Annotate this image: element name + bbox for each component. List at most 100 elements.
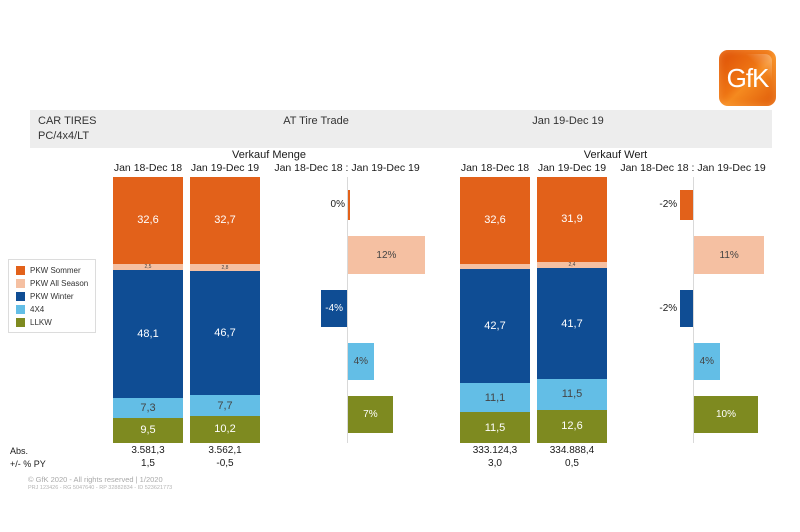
bar-segment-pkw_sommer: 31,9 — [537, 177, 607, 262]
bar-segment-x4x4: 7,3 — [113, 398, 183, 418]
bar-segment-pkw_winter: 41,7 — [537, 268, 607, 379]
segment-value-label: 7,3 — [140, 402, 156, 414]
bar-segment-pkw_winter: 42,7 — [460, 269, 530, 383]
abs-value: 3.581,3 — [131, 445, 165, 456]
report-subtitle: PC/4x4/LT — [38, 130, 90, 142]
segment-value-label: 9,5 — [140, 424, 156, 437]
bar-segment-pkw_all_season — [460, 263, 530, 270]
legend-swatch-pkw-winter — [16, 292, 25, 301]
legend-label: 4X4 — [30, 305, 45, 314]
segment-value-label: 2,8 — [221, 264, 229, 271]
segment-value-label: 32,6 — [484, 214, 506, 227]
copyright-line: © GfK 2020 - All rights reserved | 1/202… — [28, 475, 163, 484]
abs-value: 3.562,1 — [208, 445, 242, 456]
gfk-logo-text: GfK — [726, 62, 770, 93]
diff-column-header: Jan 18-Dec 18 : Jan 19-Dec 19 — [620, 162, 766, 174]
bar-segment-pkw_sommer: 32,6 — [113, 177, 183, 264]
diff-value-label: 10% — [715, 409, 736, 420]
bar-segment-pkw_all_season: 2,8 — [190, 263, 260, 272]
abs-row-label: Abs. — [10, 446, 29, 456]
py-value: 0,5 — [565, 458, 579, 469]
column-header: Jan 18-Dec 18 — [113, 162, 183, 174]
diff-value-label: 12% — [376, 249, 397, 261]
segment-value-label: 32,6 — [137, 214, 159, 227]
legend-label: LLKW — [30, 318, 52, 327]
diff-bar-pkw_winter: -4% — [321, 290, 347, 327]
legend-item: PKW All Season — [16, 279, 90, 288]
segment-value-label: 2,5 — [144, 264, 152, 271]
chart-title: Verkauf Menge — [232, 149, 306, 161]
segment-value-label: 31,9 — [561, 213, 583, 226]
bar-segment-pkw_winter: 48,1 — [113, 270, 183, 399]
diff-bar-pkw_winter — [680, 290, 693, 327]
abs-value: 334.888,4 — [549, 445, 595, 456]
bar-segment-pkw_all_season: 2,5 — [113, 263, 183, 271]
legend-swatch-llkw — [16, 318, 25, 327]
bar-segment-pkw_sommer: 32,6 — [460, 177, 530, 264]
header-band — [30, 110, 772, 148]
legend-label: PKW Sommer — [30, 266, 81, 275]
diff-bar-llkw: 7% — [348, 396, 393, 433]
segment-value-label: 11,5 — [561, 388, 583, 401]
segment-value-label: 11,5 — [484, 421, 506, 434]
diff-axis — [693, 177, 694, 443]
diff-value-label: 11% — [719, 249, 739, 261]
diff-column-header: Jan 18-Dec 18 : Jan 19-Dec 19 — [274, 162, 420, 174]
diff-bar-x4x4: 4% — [694, 343, 720, 380]
diff-bar-pkw_sommer — [680, 190, 693, 220]
bar-segment-pkw_all_season: 2,4 — [537, 261, 607, 269]
gfk-logo: GfK — [719, 50, 776, 106]
bar-segment-pkw_sommer: 32,7 — [190, 177, 260, 264]
bar-segment-llkw: 9,5 — [113, 417, 183, 443]
diff-value-label: 4% — [353, 356, 369, 367]
legend-swatch-pkw-sommer — [16, 266, 25, 275]
bar-segment-llkw: 12,6 — [537, 409, 607, 443]
column-header: Jan 19-Dec 19 — [190, 162, 260, 174]
project-id-line: PRJ 123426 - RG 5047640 - RP 32882834 - … — [28, 485, 173, 491]
period-label: Jan 19-Dec 19 — [532, 115, 604, 127]
legend-item: PKW Sommer — [16, 266, 90, 275]
legend-label: PKW Winter — [30, 292, 74, 301]
diff-value-label: -2% — [659, 303, 678, 314]
py-value: -0,5 — [216, 458, 234, 469]
segment-value-label: 48,1 — [137, 328, 159, 341]
bar-segment-x4x4: 7,7 — [190, 395, 260, 416]
segment-value-label: 10,2 — [214, 423, 236, 436]
abs-value: 333.124,3 — [472, 445, 518, 456]
segment-value-label: 7,7 — [217, 399, 233, 412]
bar-segment-llkw: 11,5 — [460, 412, 530, 443]
column-header: Jan 19-Dec 19 — [537, 162, 607, 174]
legend: PKW Sommer PKW All Season PKW Winter 4X4… — [8, 259, 96, 333]
diff-value-label: 7% — [363, 409, 378, 420]
py-value: 3,0 — [488, 458, 502, 469]
legend-swatch-4x4 — [16, 305, 25, 314]
diff-bar-pkw_all_season: 12% — [348, 236, 425, 274]
diff-value-label: 4% — [699, 356, 715, 367]
diff-bar-pkw_sommer — [348, 190, 350, 220]
legend-item: 4X4 — [16, 305, 90, 314]
py-row-label: +/- % PY — [10, 459, 46, 469]
segment-value-label: 42,7 — [484, 320, 506, 333]
segment-value-label: 12,6 — [561, 420, 583, 433]
legend-swatch-pkw-all-season — [16, 279, 25, 288]
segment-value-label: 2,4 — [568, 261, 576, 268]
legend-item: PKW Winter — [16, 292, 90, 301]
diff-bar-x4x4: 4% — [348, 343, 374, 380]
legend-item: LLKW — [16, 318, 90, 327]
logo-shine — [723, 54, 772, 102]
chart-title: Verkauf Wert — [583, 149, 648, 161]
bar-segment-llkw: 10,2 — [190, 415, 260, 443]
bar-segment-pkw_winter: 46,7 — [190, 271, 260, 396]
segment-value-label: 41,7 — [561, 317, 583, 330]
diff-value-label: 0% — [330, 199, 345, 210]
bar-segment-x4x4: 11,1 — [460, 382, 530, 413]
legend-label: PKW All Season — [30, 279, 89, 288]
segment-value-label: 46,7 — [214, 327, 236, 340]
diff-bar-llkw: 10% — [694, 396, 758, 433]
diff-axis — [347, 177, 348, 443]
diff-value-label: -4% — [325, 303, 344, 314]
diff-bar-pkw_all_season: 11% — [694, 236, 765, 274]
segment-value-label: 32,7 — [214, 214, 236, 227]
report-title: CAR TIRES — [38, 115, 97, 127]
